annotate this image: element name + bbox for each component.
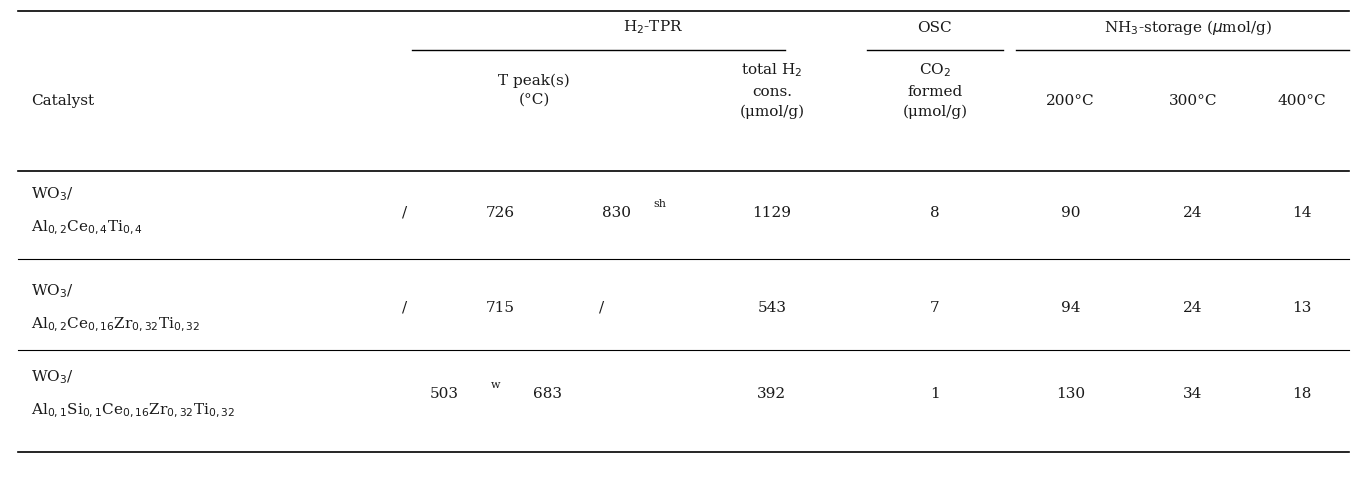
- Text: total H$_2$
cons.
(μmol/g): total H$_2$ cons. (μmol/g): [740, 61, 804, 119]
- Text: CO$_2$
formed
(μmol/g): CO$_2$ formed (μmol/g): [902, 61, 968, 119]
- Text: 392: 392: [757, 386, 786, 400]
- Text: 400°C: 400°C: [1277, 93, 1326, 107]
- Text: 1: 1: [930, 386, 939, 400]
- Text: 94: 94: [1061, 300, 1080, 314]
- Text: T peak(s)
(°C): T peak(s) (°C): [498, 73, 570, 107]
- Text: 200°C: 200°C: [1046, 93, 1095, 107]
- Text: sh: sh: [653, 198, 667, 208]
- Text: 683: 683: [533, 386, 562, 400]
- Text: 130: 130: [1057, 386, 1085, 400]
- Text: WO$_3$/: WO$_3$/: [31, 282, 74, 299]
- Text: 90: 90: [1061, 205, 1080, 219]
- Text: 300°C: 300°C: [1169, 93, 1217, 107]
- Text: 8: 8: [930, 205, 939, 219]
- Text: /: /: [402, 300, 407, 314]
- Text: 18: 18: [1292, 386, 1311, 400]
- Text: w: w: [491, 379, 500, 389]
- Text: Al$_{0,2}$Ce$_{0,4}$Ti$_{0,4}$: Al$_{0,2}$Ce$_{0,4}$Ti$_{0,4}$: [31, 219, 144, 237]
- Text: WO$_3$/: WO$_3$/: [31, 367, 74, 385]
- Text: 543: 543: [757, 300, 786, 314]
- Text: Al$_{0,1}$Si$_{0,1}$Ce$_{0,16}$Zr$_{0,32}$Ti$_{0,32}$: Al$_{0,1}$Si$_{0,1}$Ce$_{0,16}$Zr$_{0,32…: [31, 401, 235, 419]
- Text: 726: 726: [485, 205, 514, 219]
- Text: Al$_{0,2}$Ce$_{0,16}$Zr$_{0,32}$Ti$_{0,32}$: Al$_{0,2}$Ce$_{0,16}$Zr$_{0,32}$Ti$_{0,3…: [31, 315, 201, 333]
- Text: H$_2$-TPR: H$_2$-TPR: [623, 19, 684, 37]
- Text: 1129: 1129: [752, 205, 791, 219]
- Text: 13: 13: [1292, 300, 1311, 314]
- Text: /: /: [599, 300, 604, 314]
- Text: /: /: [402, 205, 407, 219]
- Text: 715: 715: [485, 300, 514, 314]
- Text: 503: 503: [429, 386, 458, 400]
- Text: OSC: OSC: [917, 20, 953, 35]
- Text: 7: 7: [930, 300, 939, 314]
- Text: Catalyst: Catalyst: [31, 93, 94, 107]
- Text: 24: 24: [1184, 300, 1203, 314]
- Text: 14: 14: [1292, 205, 1311, 219]
- Text: NH$_3$-storage ($\mu$mol/g): NH$_3$-storage ($\mu$mol/g): [1105, 18, 1273, 37]
- Text: 34: 34: [1184, 386, 1203, 400]
- Text: 830: 830: [601, 205, 632, 219]
- Text: WO$_3$/: WO$_3$/: [31, 185, 74, 203]
- Text: 24: 24: [1184, 205, 1203, 219]
